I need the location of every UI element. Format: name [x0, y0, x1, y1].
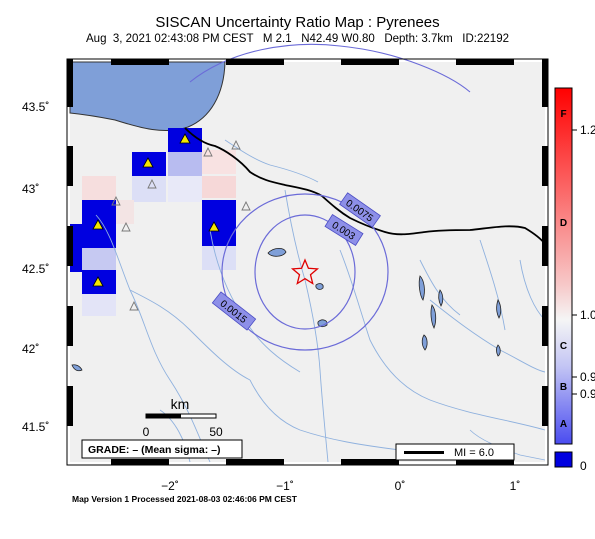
- lon-label-minus-1: −1˚: [276, 479, 294, 493]
- processed-footer: Map Version 1 Processed 2021-08-03 02:46…: [72, 494, 297, 504]
- lat-label-42: 42˚: [22, 342, 40, 356]
- rivers: [95, 139, 546, 463]
- colorbar-tick-1-2: 1.2: [580, 123, 595, 137]
- mi-legend: MI = 6.0: [395, 443, 515, 461]
- scale-bar-tick-50: 50: [209, 425, 223, 439]
- epicenter-star: [290, 258, 320, 285]
- stations-used: [92, 133, 220, 287]
- colorbar-tick-0-9a: 0.9: [580, 370, 595, 384]
- map-title: SISCAN Uncertainty Ratio Map : Pyrenees: [155, 14, 440, 31]
- grade-b: B: [560, 382, 567, 393]
- scale-bar-tick-0: 0: [143, 425, 150, 439]
- scale-bar-unit: km: [171, 396, 190, 412]
- map-frame: [66, 58, 549, 466]
- grade-text: GRADE: – (Mean sigma: –): [88, 444, 220, 456]
- lat-label-43-5: 43.5˚: [22, 100, 50, 114]
- grade-f: F: [560, 109, 566, 120]
- uncertainty-cells: [70, 128, 236, 316]
- colorbar: F D C B A: [554, 87, 577, 468]
- mi-legend-text: MI = 6.0: [454, 447, 494, 459]
- grade-d: D: [560, 218, 567, 229]
- stations-unused: [111, 139, 251, 311]
- sea-bay-of-biscay: [69, 61, 226, 132]
- grade-box: GRADE: – (Mean sigma: –): [81, 439, 243, 459]
- uncertainty-contours: [221, 193, 389, 351]
- grade-c: C: [560, 341, 567, 352]
- grade-a: A: [560, 419, 567, 430]
- lat-label-43: 43˚: [22, 182, 40, 196]
- scale-bar: km 0 50: [143, 396, 223, 439]
- event-info: Aug 3, 2021 02:43:08 PM CEST M 2.1 N42.4…: [86, 33, 509, 45]
- lat-label-41-5: 41.5˚: [22, 420, 50, 434]
- colorbar-tick-0: 0: [580, 459, 587, 473]
- lon-label-minus-2: −2˚: [161, 479, 179, 493]
- lon-label-1: 1˚: [509, 479, 521, 493]
- colorbar-tick-0-9b: 0.9: [580, 387, 595, 401]
- lat-label-42-5: 42.5˚: [22, 262, 50, 276]
- lon-label-0: 0˚: [394, 479, 406, 493]
- colorbar-tick-1-0: 1.0: [580, 308, 595, 322]
- reservoirs: [71, 247, 502, 372]
- country-border: [184, 127, 546, 245]
